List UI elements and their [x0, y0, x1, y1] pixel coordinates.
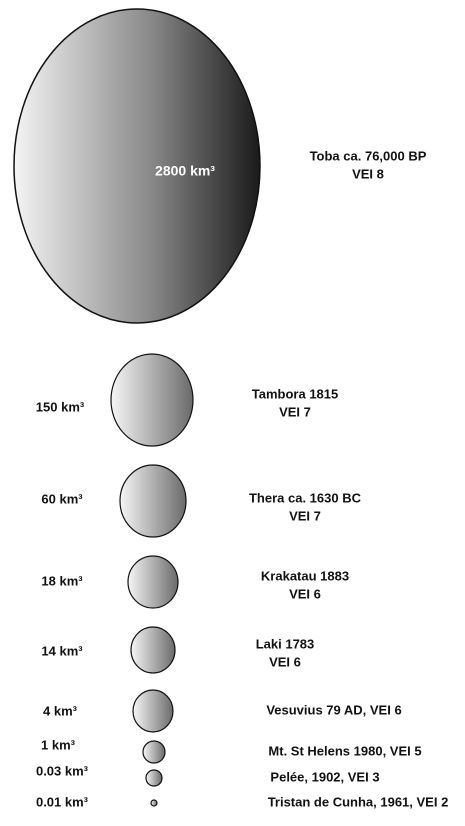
- volume-circle: [130, 626, 176, 674]
- volume-label: 2800 km³: [155, 163, 215, 179]
- volume-circle: [13, 8, 261, 324]
- volume-label: 0.03 km³: [36, 763, 89, 778]
- volume-label: 0.01 km³: [36, 794, 89, 809]
- eruption-label: VEI 6: [289, 586, 321, 601]
- eruption-label: Tambora 1815: [252, 386, 338, 401]
- eruption-label: Toba ca. 76,000 BP: [310, 148, 427, 163]
- volume-circle: [142, 740, 166, 764]
- volume-circle: [132, 689, 174, 733]
- volume-circle: [150, 799, 158, 807]
- volume-label: 18 km³: [41, 573, 83, 588]
- eruption-label: Krakatau 1883: [261, 568, 349, 583]
- volume-circle: [110, 353, 194, 447]
- eruption-label: Tristan de Cunha, 1961, VEI 2: [268, 794, 449, 809]
- eruption-label: VEI 7: [279, 404, 311, 419]
- eruption-label: VEI 7: [289, 508, 321, 523]
- volume-label: 4 km³: [43, 703, 78, 718]
- volume-label: 14 km³: [41, 643, 83, 658]
- eruption-label: Vesuvius 79 AD, VEI 6: [266, 702, 401, 717]
- eruption-label: Pelée, 1902, VEI 3: [270, 769, 379, 784]
- volume-circle: [127, 555, 179, 609]
- volume-label: 150 km³: [36, 399, 85, 414]
- eruption-label: Thera ca. 1630 BC: [249, 490, 362, 505]
- eruption-label: VEI 8: [352, 166, 384, 181]
- eruption-label: VEI 6: [269, 654, 301, 669]
- volume-label: 60 km³: [41, 491, 83, 506]
- volume-label: 1 km³: [41, 737, 76, 752]
- eruption-label: Mt. St Helens 1980, VEI 5: [268, 743, 421, 758]
- eruption-label: Laki 1783: [256, 636, 315, 651]
- volume-circle: [119, 464, 187, 538]
- volume-circle: [145, 769, 163, 787]
